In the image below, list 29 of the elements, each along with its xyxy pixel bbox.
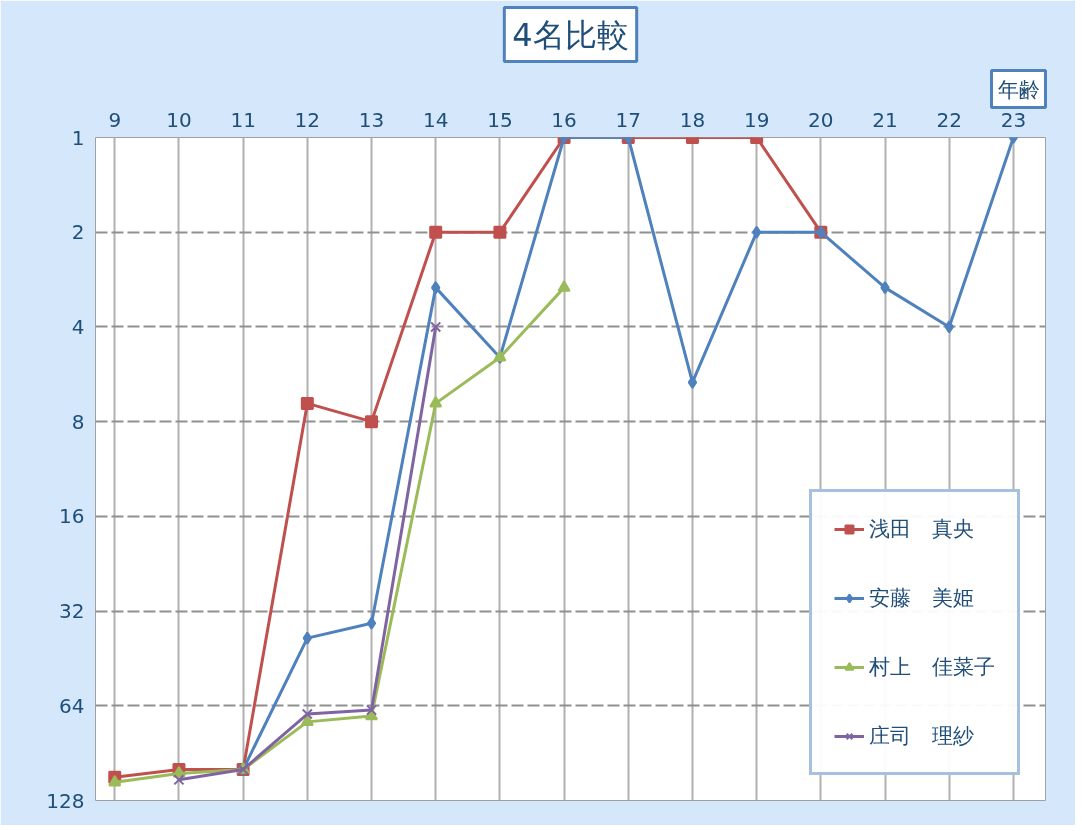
- x-tick-label: 17: [615, 107, 641, 132]
- y-tick-label: 8: [71, 409, 85, 434]
- x-tick-label: 23: [1000, 107, 1027, 132]
- y-tick-label: 1: [71, 125, 85, 150]
- x-tick-label: 22: [936, 107, 962, 132]
- y-tick-label: 32: [59, 599, 85, 624]
- legend-label: 村上 佳菜子: [869, 653, 995, 681]
- x-tick-label: 9: [108, 107, 122, 132]
- x-tick-label: 21: [872, 107, 898, 132]
- x-tick-label: 18: [679, 107, 706, 132]
- y-tick-label: 128: [46, 788, 85, 813]
- x-tick-label: 11: [230, 107, 256, 132]
- y-tick-label: 64: [59, 693, 85, 718]
- x-axis-title: 年齢: [997, 76, 1040, 102]
- legend-label: 安藤 美姫: [869, 584, 974, 612]
- y-tick-label: 2: [71, 220, 85, 245]
- x-tick-label: 12: [294, 107, 321, 132]
- x-tick-label: 13: [358, 107, 385, 132]
- x-tick-label: 15: [487, 107, 513, 132]
- x-tick-label: 16: [551, 107, 577, 132]
- legend-label: 浅田 真央: [869, 515, 974, 543]
- legend-label: 庄司 理紗: [869, 722, 974, 750]
- x-tick-label: 19: [743, 107, 770, 132]
- x-tick-label: 14: [422, 107, 449, 132]
- x-tick-label: 10: [166, 107, 192, 132]
- x-tick-label: 20: [808, 107, 834, 132]
- chart-title: 4名比較: [512, 15, 629, 54]
- y-tick-label: 16: [59, 504, 85, 529]
- y-tick-label: 4: [71, 314, 85, 339]
